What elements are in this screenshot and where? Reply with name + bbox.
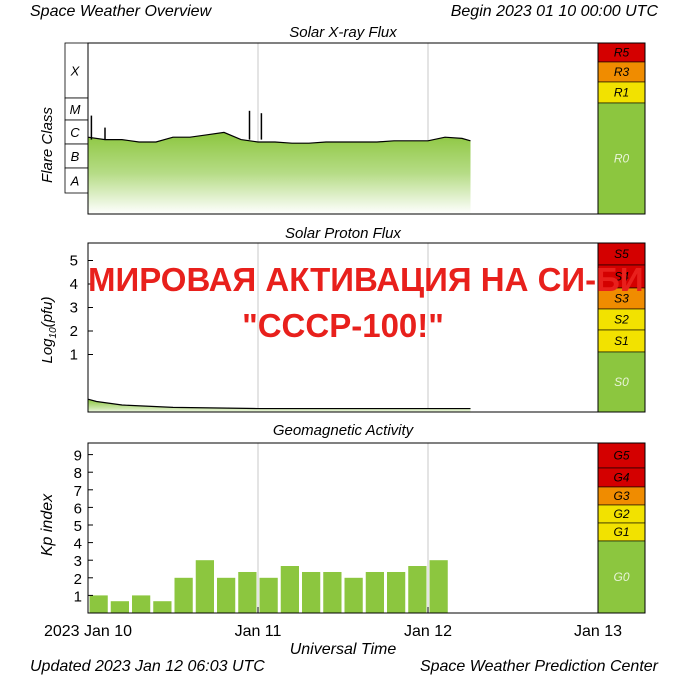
- kp-bar: [387, 571, 406, 613]
- x-tick-label: Jan 13: [574, 623, 622, 640]
- kp-tick-label: 7: [74, 483, 82, 500]
- xray-flux-area: [88, 132, 471, 214]
- kp-tick-label: 6: [74, 500, 82, 517]
- footer-right: Space Weather Prediction Center: [419, 658, 658, 675]
- x-tick-label: Jan 11: [235, 623, 282, 640]
- scale-label: G4: [613, 471, 629, 485]
- scale-label: R1: [614, 86, 629, 100]
- scale-label: G2: [613, 507, 629, 521]
- proton-tick-label: 2: [70, 323, 78, 340]
- footer-left: Updated 2023 Jan 12 06:03 UTC: [30, 658, 265, 675]
- scale-label: G5: [613, 449, 629, 463]
- kp-bar: [89, 595, 108, 613]
- kp-bar: [217, 577, 236, 613]
- geomag-title: Geomagnetic Activity: [272, 422, 414, 439]
- kp-ylabel: Kp index: [39, 493, 56, 556]
- scale-label: G3: [613, 489, 629, 503]
- scale-label: S1: [614, 334, 629, 348]
- proton-tick-label: 3: [70, 300, 78, 317]
- header-left: Space Weather Overview: [30, 3, 212, 20]
- kp-tick-label: 1: [74, 588, 82, 605]
- x-tick-label: 2023 Jan 10: [44, 623, 132, 640]
- proton-tick-label: 4: [70, 276, 78, 293]
- kp-bar: [238, 571, 257, 613]
- header-right: Begin 2023 01 10 00:00 UTC: [450, 3, 658, 20]
- overlay-line2: "СССР-100!": [242, 307, 444, 344]
- xray-flux-line: [87, 131, 471, 144]
- kp-bar: [280, 566, 299, 613]
- panel-frame: [87, 242, 646, 413]
- flare-class-label: M: [70, 102, 81, 117]
- proton-title: Solar Proton Flux: [285, 225, 401, 242]
- kp-tick-label: 8: [74, 465, 82, 482]
- kp-tick-label: 4: [74, 536, 82, 553]
- flare-class-label: C: [70, 125, 80, 140]
- kp-bar: [132, 595, 151, 613]
- flare-class-label: A: [70, 174, 80, 189]
- scale-label: S5: [614, 247, 629, 261]
- kp-tick-label: 3: [74, 553, 82, 570]
- kp-bar: [408, 566, 427, 613]
- kp-tick-label: 2: [74, 571, 82, 588]
- kp-bar: [259, 577, 278, 613]
- scale-label: R5: [614, 46, 630, 60]
- flare-class-label: X: [70, 64, 81, 79]
- kp-bar: [323, 571, 342, 613]
- scale-label: G1: [613, 525, 629, 539]
- xray-ylabel: Flare Class: [39, 107, 56, 183]
- panel-frame: [87, 42, 646, 215]
- panel-frame: [87, 442, 646, 614]
- proton-ylabel: Log10(pfu): [39, 296, 59, 363]
- overlay-line1: МИРОВАЯ АКТИВАЦИЯ НА СИ-БИ: [88, 261, 644, 298]
- kp-bar: [110, 601, 129, 613]
- scale-label: S2: [614, 313, 629, 327]
- kp-bar: [429, 560, 448, 613]
- kp-bar: [344, 577, 363, 613]
- x-axis-label: Universal Time: [290, 641, 397, 658]
- x-tick-label: Jan 12: [404, 623, 452, 640]
- kp-tick-label: 9: [74, 448, 82, 465]
- scale-label: G0: [613, 570, 629, 584]
- xray-title: Solar X-ray Flux: [289, 24, 397, 41]
- kp-bar: [365, 571, 384, 613]
- scale-label: S4: [614, 270, 629, 284]
- kp-bar: [195, 560, 214, 613]
- scale-cell: [597, 540, 646, 614]
- proton-tick-label: 1: [70, 347, 78, 364]
- proton-flux-line: [87, 398, 471, 410]
- kp-bar: [153, 601, 172, 613]
- kp-tick-label: 5: [74, 518, 82, 535]
- flare-class-label: B: [71, 149, 80, 164]
- scale-label: R0: [614, 152, 630, 166]
- scale-label: R3: [614, 65, 630, 79]
- scale-label: S0: [614, 375, 629, 389]
- scale-cell: [597, 102, 646, 215]
- kp-bar: [174, 577, 193, 613]
- kp-bar: [302, 571, 321, 613]
- proton-tick-label: 5: [70, 253, 78, 270]
- scale-label: S3: [614, 292, 629, 306]
